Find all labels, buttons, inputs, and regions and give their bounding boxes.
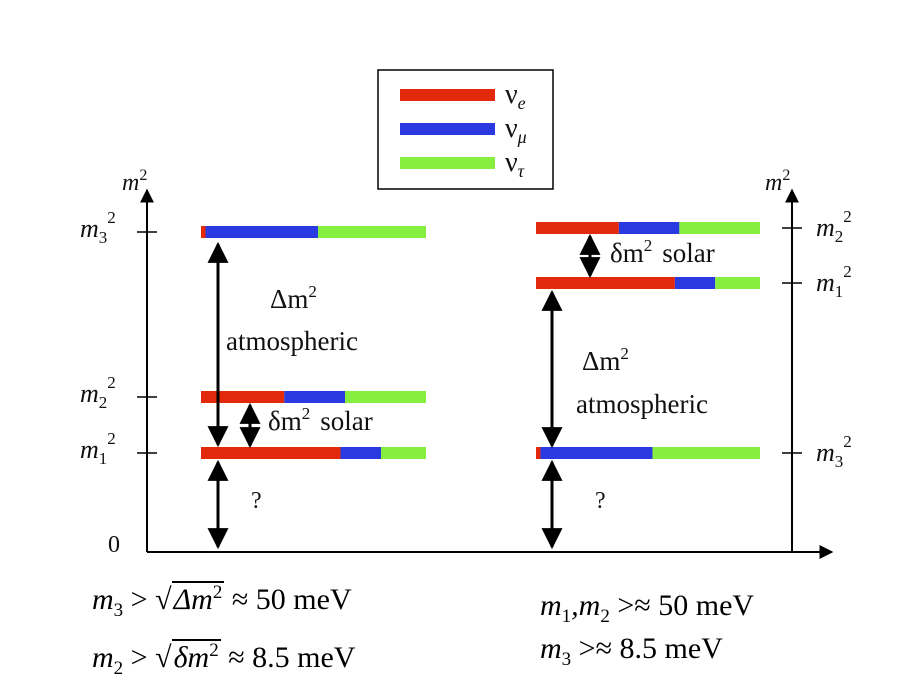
normal-bar-0-segment-2 bbox=[318, 226, 426, 238]
axes: m2 m2 0 bbox=[108, 167, 834, 559]
inverted-level-label-1: m12 bbox=[816, 262, 852, 301]
zero-label: 0 bbox=[108, 532, 120, 558]
normal-question-mark: ? bbox=[251, 488, 262, 514]
legend-swatch-2 bbox=[400, 157, 495, 169]
normal-bar-2-segment-1 bbox=[340, 447, 381, 459]
inverted-atmospheric-word: atmospheric bbox=[576, 389, 708, 419]
legend-label-0: νe bbox=[505, 79, 526, 113]
inverted-bar-0 bbox=[536, 222, 760, 234]
normal-atmospheric-delta-label: Δm2 bbox=[270, 282, 317, 314]
inverted-bar-0-segment-1 bbox=[618, 222, 680, 234]
mass-bars bbox=[201, 222, 760, 459]
inverted-level-label-0: m22 bbox=[816, 207, 852, 246]
normal-hierarchy-annotations: Δm2 atmospheric δm2 solar ? bbox=[207, 241, 373, 550]
normal-bar-1 bbox=[201, 391, 426, 403]
right-y-axis-label: m2 bbox=[765, 167, 790, 196]
normal-bar-2 bbox=[201, 447, 426, 459]
normal-atmospheric-word: atmospheric bbox=[226, 326, 358, 356]
inverted-bar-2-segment-1 bbox=[540, 447, 653, 459]
inverted-bar-0-segment-0 bbox=[536, 222, 619, 234]
inverted-bar-0-segment-2 bbox=[679, 222, 760, 234]
normal-bar-0-segment-0 bbox=[201, 226, 206, 238]
legend-label-2: ντ bbox=[505, 147, 525, 181]
inverted-level-label-2: m32 bbox=[816, 432, 852, 471]
normal-bar-1-segment-2 bbox=[345, 391, 426, 403]
formula-normal-m3: m3 > √Δm2 ≈ 50 meV bbox=[92, 581, 352, 621]
inverted-bar-2 bbox=[536, 447, 760, 459]
inverted-atmospheric-delta-label: Δm2 bbox=[582, 344, 629, 376]
inverted-bar-2-segment-0 bbox=[536, 447, 541, 459]
legend-swatch-1 bbox=[400, 123, 495, 135]
inverted-bar-1 bbox=[536, 277, 760, 289]
normal-solar-label: δm2 solar bbox=[268, 404, 373, 436]
ticks bbox=[137, 227, 802, 454]
level-labels: m32 m22 m12 m22 m12 m32 bbox=[80, 207, 852, 471]
inverted-bar-2-segment-2 bbox=[652, 447, 760, 459]
inverted-hierarchy-annotations: δm2 solar Δm2 atmospheric ? bbox=[541, 233, 715, 550]
normal-bar-0 bbox=[201, 226, 426, 238]
normal-bar-2-segment-2 bbox=[381, 447, 426, 459]
normal-level-label-2: m12 bbox=[80, 429, 116, 468]
normal-bar-2-segment-0 bbox=[201, 447, 341, 459]
inverted-solar-label: δm2 solar bbox=[610, 236, 715, 268]
legend-label-1: νμ bbox=[505, 113, 527, 147]
sqrt-sign: √ bbox=[155, 583, 172, 616]
sqrt-sign: √ bbox=[155, 641, 172, 674]
left-y-axis-label: m2 bbox=[122, 167, 147, 196]
inverted-bar-1-segment-1 bbox=[674, 277, 716, 289]
normal-bar-1-segment-1 bbox=[284, 391, 345, 403]
formula-inverted-m3: m3 >≈ 8.5 meV bbox=[540, 632, 723, 670]
formula-normal-m2: m2 > √δm2 ≈ 8.5 meV bbox=[92, 639, 356, 679]
legend-swatch-0 bbox=[400, 89, 495, 101]
normal-level-label-1: m22 bbox=[80, 373, 116, 412]
inverted-bar-1-segment-0 bbox=[536, 277, 675, 289]
normal-bar-0-segment-1 bbox=[205, 226, 318, 238]
normal-bar-1-segment-0 bbox=[201, 391, 285, 403]
inverted-bar-1-segment-2 bbox=[715, 277, 760, 289]
formula-inverted-m1-m2: m1,m2 >≈ 50 meV bbox=[540, 589, 755, 627]
inverted-question-mark: ? bbox=[595, 488, 606, 514]
normal-level-label-0: m32 bbox=[80, 208, 116, 247]
